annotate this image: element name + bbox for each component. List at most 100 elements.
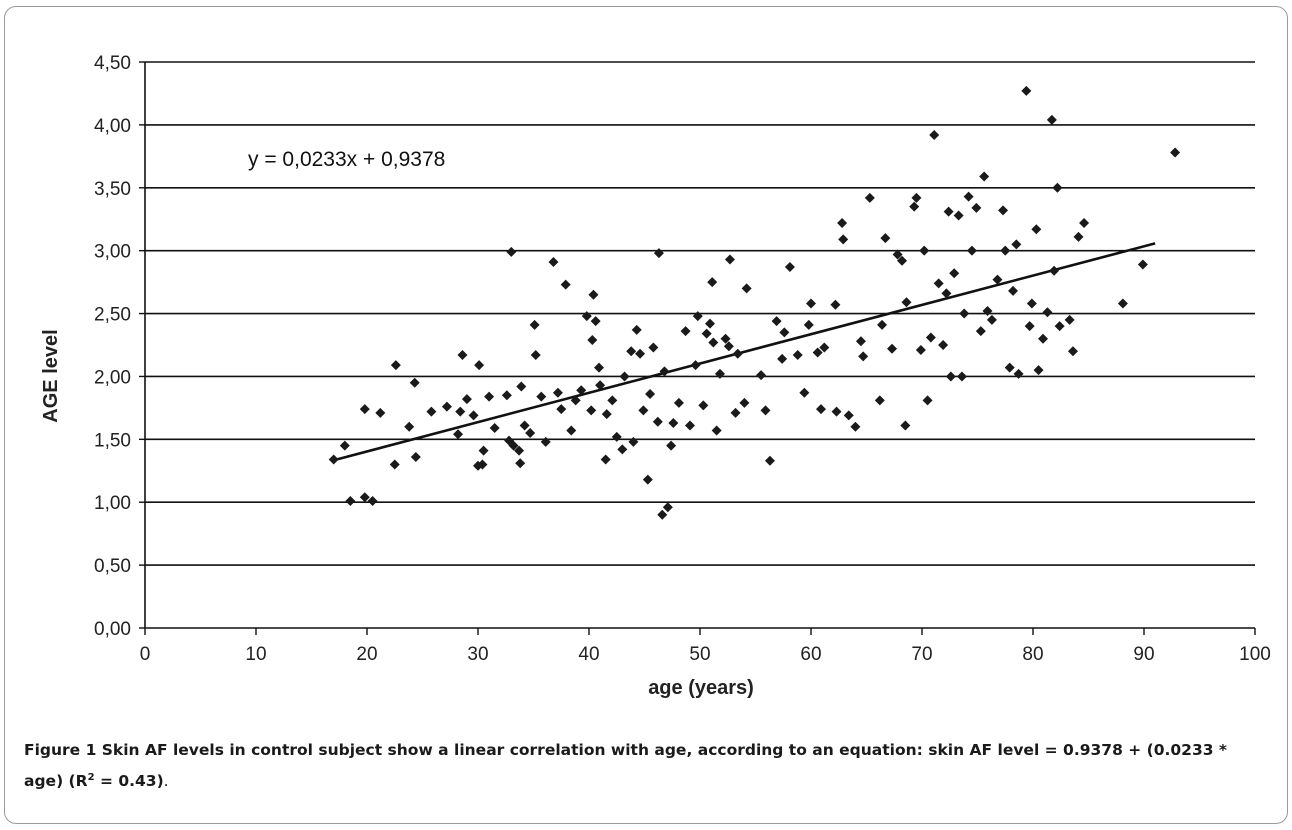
data-point — [453, 429, 464, 440]
data-point — [830, 299, 841, 310]
data-point — [1026, 298, 1037, 309]
data-point — [468, 410, 479, 421]
data-point — [986, 314, 997, 325]
data-point — [959, 308, 970, 319]
data-point — [933, 278, 944, 289]
data-point — [375, 407, 386, 418]
data-point — [764, 455, 775, 466]
data-point — [720, 333, 731, 344]
data-point — [611, 431, 622, 442]
data-point — [877, 319, 888, 330]
data-point — [515, 458, 526, 469]
data-point — [803, 319, 814, 330]
data-point — [837, 217, 848, 228]
data-point — [339, 440, 350, 451]
data-point — [540, 436, 551, 447]
data-point — [756, 370, 767, 381]
caption-text: Skin AF levels in control subject show a… — [24, 741, 1228, 791]
data-point — [659, 366, 670, 377]
data-point — [982, 306, 993, 317]
data-point — [941, 288, 952, 299]
data-point — [1013, 368, 1024, 379]
data-point — [626, 346, 637, 357]
data-point — [998, 205, 1009, 216]
data-point — [566, 425, 577, 436]
data-point — [536, 391, 547, 402]
data-point — [732, 348, 743, 359]
x-tick-label: 70 — [911, 644, 932, 665]
data-point — [966, 245, 977, 256]
data-point — [784, 262, 795, 273]
data-point — [831, 406, 842, 417]
data-point — [628, 436, 639, 447]
data-point — [1031, 224, 1042, 235]
data-point — [657, 509, 668, 520]
y-tick-label: 1,00 — [94, 493, 131, 514]
data-point — [1117, 298, 1128, 309]
data-point — [367, 495, 378, 506]
data-point — [938, 340, 949, 350]
data-point — [560, 279, 571, 290]
data-point — [701, 328, 712, 339]
data-point — [707, 277, 718, 288]
data-point — [576, 385, 587, 396]
data-point — [642, 474, 653, 485]
data-point — [1137, 259, 1148, 270]
y-tick-label: 2,50 — [94, 305, 131, 326]
data-point — [635, 348, 646, 359]
data-point — [461, 394, 472, 405]
data-point — [815, 404, 826, 415]
data-point — [979, 171, 990, 182]
data-point — [1021, 85, 1032, 96]
y-tick-label: 3,00 — [94, 242, 131, 263]
data-point — [1033, 365, 1044, 376]
data-point — [685, 420, 696, 431]
data-point — [404, 421, 415, 432]
data-point — [892, 249, 903, 260]
data-point — [653, 248, 664, 259]
y-tick-label: 4,00 — [94, 116, 131, 137]
data-point — [1037, 333, 1048, 344]
caption-label: Figure 1 — [24, 741, 97, 759]
trendline — [333, 242, 1156, 462]
data-point — [593, 362, 604, 373]
data-point — [760, 405, 771, 416]
data-point — [897, 255, 908, 266]
data-point — [1064, 314, 1075, 325]
y-tick-label: 0,00 — [94, 619, 131, 640]
data-point — [359, 492, 370, 503]
data-point — [850, 421, 861, 432]
data-point — [586, 405, 597, 416]
data-point — [922, 395, 933, 406]
data-points — [328, 85, 1181, 520]
data-point — [880, 233, 891, 244]
data-point — [525, 428, 536, 439]
data-point — [911, 192, 922, 203]
data-point — [680, 326, 691, 337]
data-point — [1073, 231, 1084, 242]
data-point — [1054, 321, 1065, 332]
data-point — [426, 406, 437, 417]
x-tick-label: 40 — [578, 644, 599, 665]
data-point — [457, 350, 468, 361]
data-point — [708, 337, 719, 348]
data-point — [838, 234, 849, 245]
data-point — [345, 495, 356, 506]
trendline-group — [333, 242, 1156, 462]
x-axis-title: age (years) — [648, 677, 754, 699]
data-point — [1008, 285, 1019, 296]
data-point — [652, 416, 663, 427]
data-point — [489, 423, 500, 434]
data-point — [607, 395, 618, 406]
y-tick-label: 0,50 — [94, 556, 131, 577]
data-point — [601, 409, 612, 420]
data-point — [359, 404, 370, 415]
data-point — [690, 360, 701, 371]
data-point — [874, 395, 885, 406]
data-point — [552, 387, 563, 398]
data-point — [919, 245, 930, 256]
data-point — [638, 405, 649, 416]
data-point — [1011, 239, 1022, 250]
scatter-chart: 0,00 0,50 1,00 1,50 2,00 2,50 3,00 3,50 4,00 4,50… — [40, 53, 1271, 699]
data-point — [530, 350, 541, 361]
